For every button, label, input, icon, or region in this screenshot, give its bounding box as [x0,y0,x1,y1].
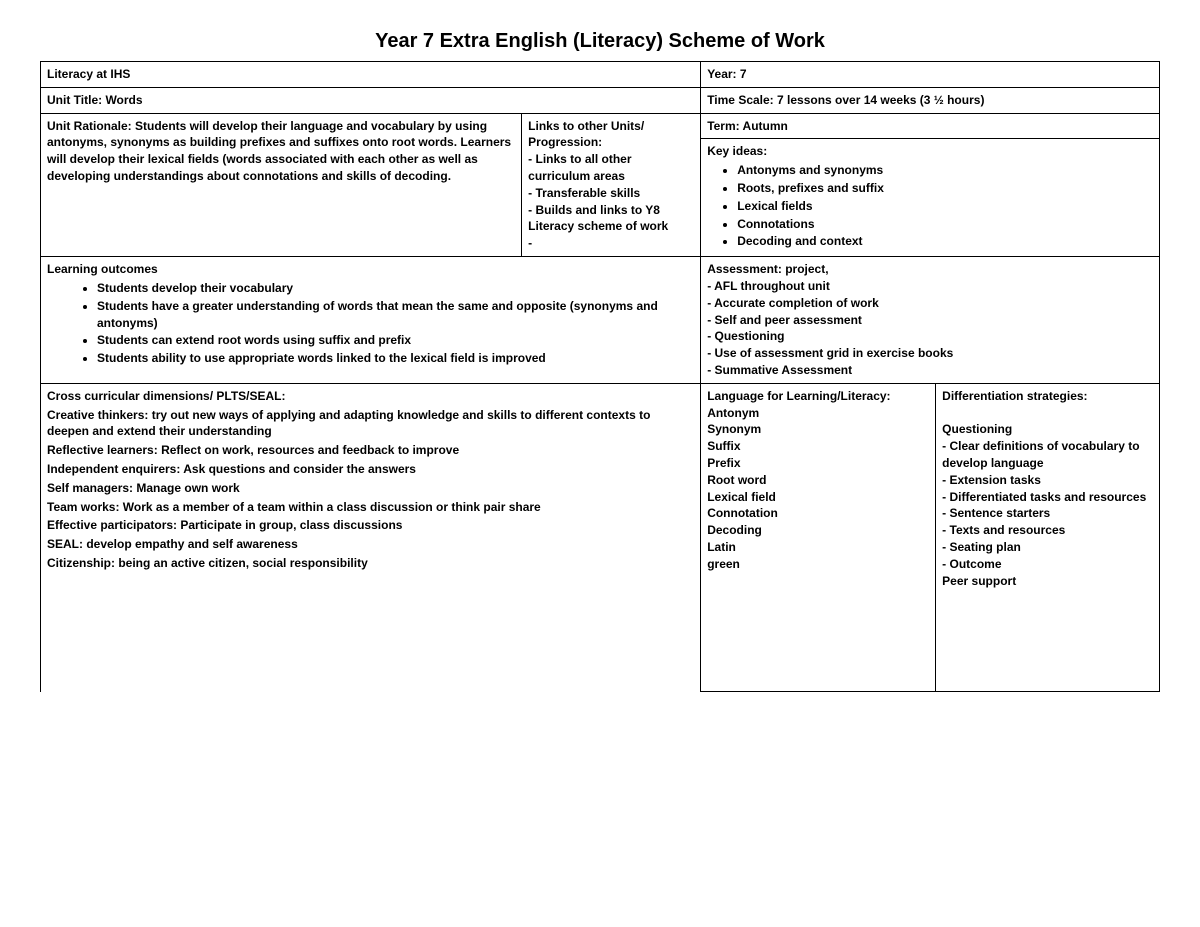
keyidea-item: Decoding and context [737,233,1153,250]
rationale-cell: Unit Rationale: Students will develop th… [41,113,522,257]
language-item: Latin [707,539,929,556]
assessment-item: - Accurate completion of work [707,295,1153,312]
page-title: Year 7 Extra English (Literacy) Scheme o… [40,30,1160,53]
header-right: Year: 7 [701,62,1160,88]
keyideas-cell: Key ideas: Antonyms and synonymsRoots, p… [701,139,1160,257]
language-item: Antonym [707,405,929,422]
keyideas-label: Key ideas: [707,143,1153,160]
keyidea-item: Roots, prefixes and suffix [737,180,1153,197]
time-scale: Time Scale: 7 lessons over 14 weeks (3 ½… [701,87,1160,113]
unit-row: Unit Title: Words Time Scale: 7 lessons … [41,87,1160,113]
language-item: Lexical field [707,489,929,506]
cc-line: SEAL: develop empathy and self awareness [47,536,694,553]
outcome-item: Students have a greater understanding of… [97,298,694,332]
diff-item: - Sentence starters [942,505,1153,522]
keyidea-item: Connotations [737,216,1153,233]
bottom-row: Cross curricular dimensions/ PLTS/SEAL: … [41,383,1160,692]
language-item: Synonym [707,421,929,438]
links-cell: Links to other Units/ Progression: - Lin… [522,113,701,257]
diff-item [942,405,1153,422]
header-left: Literacy at IHS [41,62,701,88]
unit-title: Unit Title: Words [41,87,701,113]
assessment-item: - Self and peer assessment [707,312,1153,329]
links-item: - Builds and links to Y8 Literacy scheme… [528,202,694,236]
cc-heading: Cross curricular dimensions/ PLTS/SEAL: [47,388,694,405]
outcome-item: Students ability to use appropriate word… [97,350,694,367]
language-item: Prefix [707,455,929,472]
cc-line: Independent enquirers: Ask questions and… [47,461,694,478]
outcomes-row: Learning outcomes Students develop their… [41,257,1160,384]
assessment-item: - AFL throughout unit [707,278,1153,295]
keyidea-item: Lexical fields [737,198,1153,215]
language-item: Suffix [707,438,929,455]
outcomes-heading: Learning outcomes [47,261,694,278]
differentiation-cell: Differentiation strategies: Questioning-… [936,383,1160,692]
diff-item: - Differentiated tasks and resources [942,489,1153,506]
diff-item: - Seating plan [942,539,1153,556]
rationale-term-row: Unit Rationale: Students will develop th… [41,113,1160,139]
cc-line: Creative thinkers: try out new ways of a… [47,407,694,441]
assessment-heading: Assessment: project, [707,261,1153,278]
rationale-label: Unit Rationale: [47,119,132,133]
diff-item: - Clear definitions of vocabulary to dev… [942,438,1153,472]
diff-item: - Texts and resources [942,522,1153,539]
diff-item: - Extension tasks [942,472,1153,489]
language-item: Connotation [707,505,929,522]
term-cell: Term: Autumn [701,113,1160,139]
cross-curricular-cell: Cross curricular dimensions/ PLTS/SEAL: … [41,383,701,692]
cc-line: Reflective learners: Reflect on work, re… [47,442,694,459]
links-item: - [528,235,694,252]
language-item: Root word [707,472,929,489]
diff-item: - Outcome [942,556,1153,573]
links-item: - Links to all other curriculum areas [528,151,694,185]
assessment-item: - Questioning [707,328,1153,345]
language-item: green [707,556,929,573]
links-item: - Transferable skills [528,185,694,202]
scheme-table: Literacy at IHS Year: 7 Unit Title: Word… [40,61,1160,692]
cc-line: Self managers: Manage own work [47,480,694,497]
cc-line: Effective participators: Participate in … [47,517,694,534]
outcome-item: Students develop their vocabulary [97,280,694,297]
cc-line: Citizenship: being an active citizen, so… [47,555,694,572]
assessment-item: - Summative Assessment [707,362,1153,379]
language-cell: Language for Learning/Literacy: AntonymS… [701,383,936,692]
diff-item: Questioning [942,421,1153,438]
assessment-cell: Assessment: project, - AFL throughout un… [701,257,1160,384]
keyidea-item: Antonyms and synonyms [737,162,1153,179]
assessment-item: - Use of assessment grid in exercise boo… [707,345,1153,362]
outcome-item: Students can extend root words using suf… [97,332,694,349]
language-item: Decoding [707,522,929,539]
links-heading: Links to other Units/ Progression: [528,118,694,152]
language-heading: Language for Learning/Literacy: [707,388,929,405]
header-row: Literacy at IHS Year: 7 [41,62,1160,88]
outcomes-cell: Learning outcomes Students develop their… [41,257,701,384]
diff-item: Peer support [942,573,1153,590]
cc-line: Team works: Work as a member of a team w… [47,499,694,516]
diff-heading: Differentiation strategies: [942,388,1153,405]
